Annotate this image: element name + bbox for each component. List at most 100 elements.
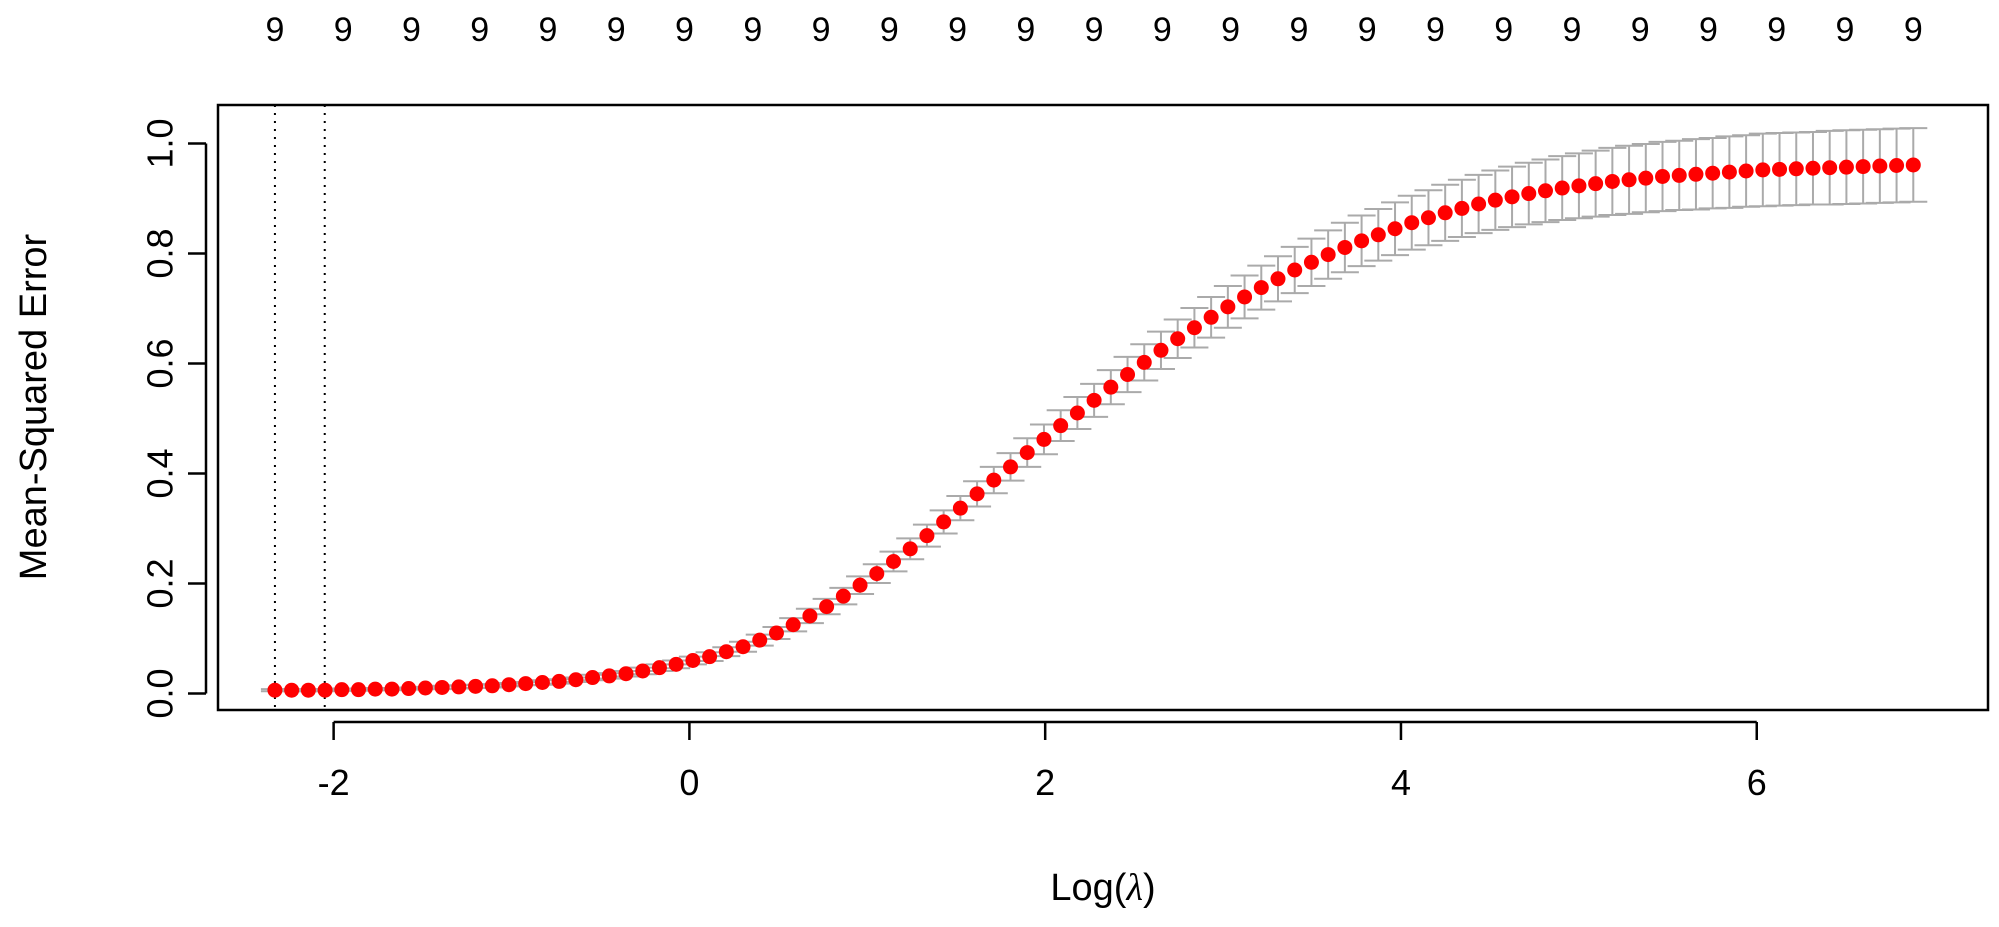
x-tick-label: -2 bbox=[318, 762, 350, 803]
y-tick-label: 0.2 bbox=[140, 558, 181, 608]
x-axis: -2 0 2 4 6 bbox=[318, 720, 1767, 803]
top-count-label: 9 bbox=[1085, 11, 1104, 49]
data-point bbox=[819, 599, 835, 615]
top-count-label: 9 bbox=[470, 11, 489, 49]
top-count-label: 9 bbox=[1563, 11, 1582, 49]
top-count-label: 9 bbox=[675, 11, 694, 49]
data-point bbox=[1705, 165, 1721, 181]
data-point bbox=[1671, 167, 1687, 183]
data-point bbox=[1086, 392, 1102, 408]
data-point bbox=[1253, 280, 1269, 296]
top-count-label: 9 bbox=[539, 11, 558, 49]
data-point bbox=[367, 681, 383, 697]
data-point bbox=[568, 672, 584, 688]
top-count-label: 9 bbox=[1289, 11, 1308, 49]
data-point bbox=[1203, 309, 1219, 325]
data-point bbox=[768, 625, 784, 641]
data-point bbox=[1053, 418, 1069, 434]
data-point bbox=[651, 660, 667, 676]
data-point bbox=[1287, 262, 1303, 278]
data-point bbox=[1855, 159, 1871, 175]
top-count-label: 9 bbox=[1767, 11, 1786, 49]
data-point bbox=[1003, 459, 1019, 475]
data-point bbox=[1772, 161, 1788, 177]
data-point bbox=[534, 675, 550, 690]
data-point bbox=[752, 632, 768, 648]
data-point bbox=[735, 639, 751, 655]
plot-frame bbox=[216, 103, 1990, 712]
data-point bbox=[300, 682, 316, 698]
data-point bbox=[267, 682, 283, 698]
top-count-label: 9 bbox=[743, 11, 762, 49]
x-tick-label: 4 bbox=[1391, 762, 1411, 803]
top-axis-labels: 9 9 9 9 9 9 9 9 9 9 9 9 9 9 9 9 9 9 9 9 9 9 9 9 9 bbox=[265, 11, 1922, 49]
data-point bbox=[1822, 160, 1838, 176]
x-axis-title: Log(λ) bbox=[1050, 867, 1155, 909]
data-point bbox=[1270, 271, 1286, 287]
data-point bbox=[1036, 431, 1052, 447]
data-point bbox=[718, 644, 734, 660]
data-point bbox=[936, 514, 952, 530]
data-point bbox=[802, 608, 818, 624]
data-point bbox=[969, 486, 985, 502]
data-point bbox=[1019, 445, 1035, 461]
y-axis-title: Mean-Squared Error bbox=[13, 233, 55, 580]
y-tick-label: 0.8 bbox=[140, 228, 181, 278]
data-point bbox=[551, 673, 567, 689]
data-point bbox=[1454, 200, 1470, 216]
data-point bbox=[484, 678, 500, 694]
data-point bbox=[986, 472, 1002, 488]
top-count-label: 9 bbox=[1426, 11, 1445, 49]
top-count-label: 9 bbox=[948, 11, 967, 49]
data-point bbox=[1755, 162, 1771, 178]
top-count-label: 9 bbox=[1699, 11, 1718, 49]
data-point bbox=[1554, 180, 1570, 196]
data-point bbox=[1838, 159, 1854, 175]
data-point bbox=[668, 656, 684, 672]
top-count-label: 9 bbox=[1153, 11, 1172, 49]
top-count-label: 9 bbox=[1836, 11, 1855, 49]
y-tick-label: 0.6 bbox=[140, 338, 181, 388]
data-point bbox=[1872, 158, 1888, 174]
data-point bbox=[1588, 176, 1604, 192]
data-point bbox=[919, 528, 935, 544]
data-point bbox=[1805, 160, 1821, 176]
x-tick-label: 2 bbox=[1035, 762, 1055, 803]
data-point bbox=[1521, 186, 1537, 202]
data-point bbox=[1170, 331, 1186, 347]
data-point bbox=[702, 649, 718, 665]
data-point bbox=[384, 681, 400, 697]
data-point bbox=[1320, 247, 1336, 263]
data-point bbox=[1889, 158, 1905, 173]
data-point bbox=[1387, 221, 1403, 237]
data-point bbox=[1571, 178, 1587, 194]
top-count-label: 9 bbox=[812, 11, 831, 49]
top-count-label: 9 bbox=[607, 11, 626, 49]
y-tick-label: 0.4 bbox=[140, 448, 181, 498]
data-point bbox=[417, 680, 433, 696]
reference-lines bbox=[273, 105, 326, 710]
data-point bbox=[1120, 367, 1136, 382]
data-point bbox=[952, 500, 968, 516]
data-point bbox=[1471, 196, 1487, 212]
data-point bbox=[685, 653, 701, 668]
data-point bbox=[317, 682, 333, 698]
data-point bbox=[618, 666, 634, 682]
data-point bbox=[1788, 161, 1804, 177]
top-count-label: 9 bbox=[334, 11, 353, 49]
data-point bbox=[1354, 233, 1370, 249]
data-point bbox=[1537, 183, 1553, 199]
data-point bbox=[1303, 254, 1319, 270]
data-point bbox=[518, 676, 534, 692]
data-point bbox=[1721, 164, 1737, 180]
data-point bbox=[1404, 215, 1420, 231]
data-point bbox=[501, 677, 517, 693]
y-tick-label: 0.0 bbox=[140, 668, 181, 718]
data-point bbox=[635, 663, 651, 679]
data-point bbox=[1136, 354, 1152, 370]
x-tick-label: 0 bbox=[679, 762, 699, 803]
data-point bbox=[869, 566, 885, 582]
data-point bbox=[601, 668, 617, 684]
lambda-symbol: λ bbox=[1125, 867, 1142, 909]
